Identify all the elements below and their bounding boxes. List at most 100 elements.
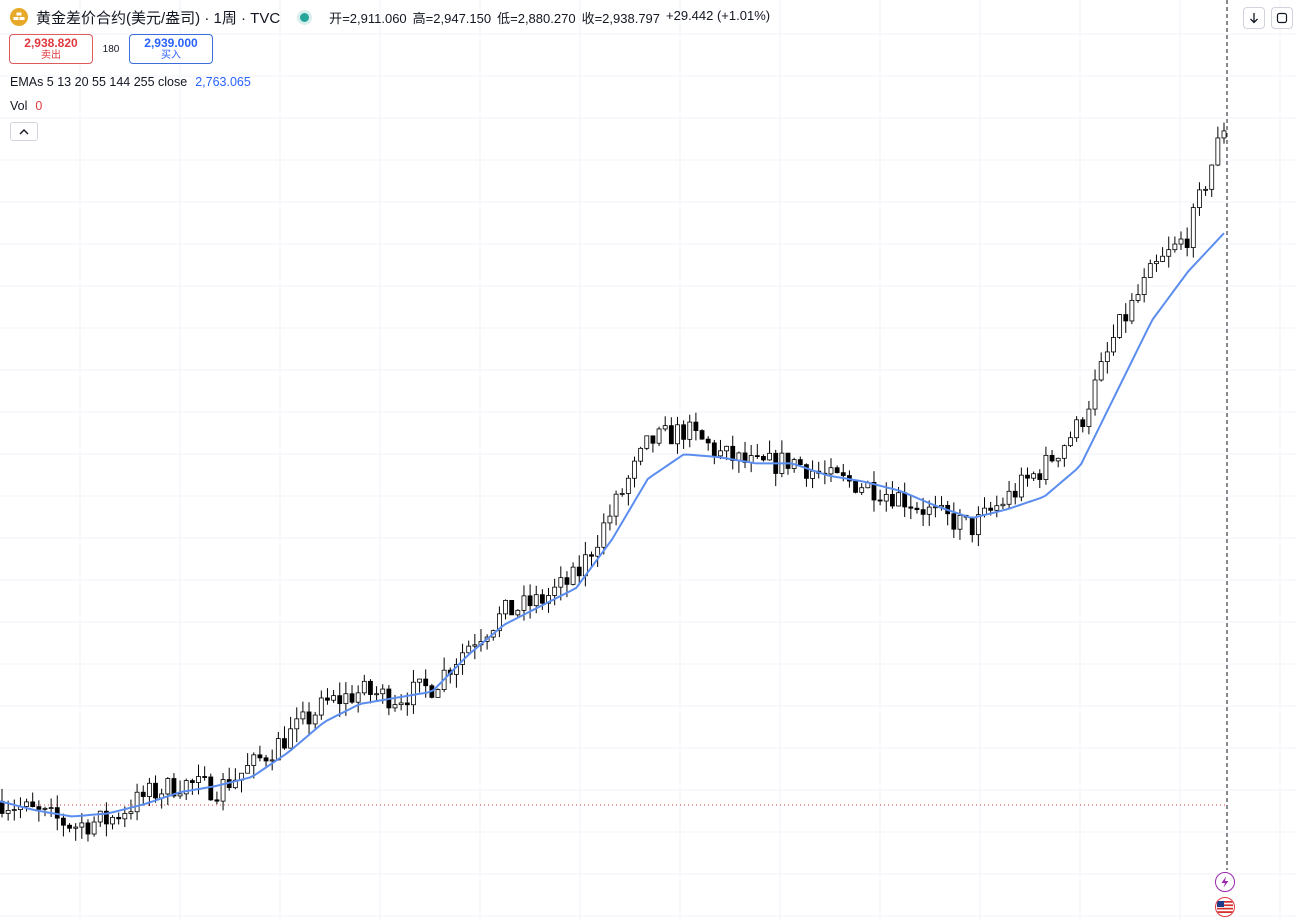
candle-body bbox=[67, 824, 72, 829]
candle-body bbox=[595, 546, 601, 557]
high-value: =2,947.150 bbox=[425, 10, 492, 26]
candle-body bbox=[951, 513, 957, 530]
ema-label: EMAs 5 13 20 55 144 255 close bbox=[10, 75, 188, 89]
market-status-dot bbox=[300, 12, 310, 22]
candle-body bbox=[392, 704, 398, 709]
economic-event-marker[interactable] bbox=[1215, 897, 1235, 917]
candle-body bbox=[355, 692, 361, 703]
ema-line bbox=[0, 232, 1225, 818]
candle-body bbox=[718, 450, 723, 457]
candle-body bbox=[48, 807, 54, 810]
candle-body bbox=[368, 680, 373, 695]
candle-body bbox=[85, 822, 91, 835]
collapse-legend-button[interactable] bbox=[10, 122, 38, 141]
candle-body bbox=[36, 806, 42, 810]
candle-body bbox=[632, 460, 637, 479]
candle-body bbox=[558, 577, 564, 588]
candle-body bbox=[515, 609, 521, 616]
candle-body bbox=[926, 506, 932, 515]
candle-body bbox=[687, 421, 693, 440]
buy-button[interactable]: 2,939.000 买入 bbox=[129, 34, 213, 64]
candle-body bbox=[435, 689, 441, 698]
low-value: =2,880.270 bbox=[510, 10, 576, 26]
chevron-up-icon bbox=[19, 128, 29, 134]
candle-body bbox=[411, 681, 416, 706]
candle-body bbox=[908, 506, 914, 509]
candle-body bbox=[1129, 299, 1135, 322]
candle-body bbox=[1055, 457, 1061, 462]
candle-body bbox=[754, 455, 760, 457]
candle-body bbox=[527, 595, 533, 607]
candle-body bbox=[177, 793, 183, 797]
candle-body bbox=[61, 817, 66, 826]
candle-body bbox=[859, 487, 865, 493]
candle-body bbox=[1215, 137, 1221, 166]
candle-body bbox=[331, 695, 336, 701]
candle-body bbox=[625, 477, 631, 494]
candle-body bbox=[91, 821, 97, 835]
candle-body bbox=[871, 481, 877, 501]
candle-body bbox=[1012, 490, 1018, 498]
candle-body bbox=[1043, 454, 1049, 480]
candle-body bbox=[785, 452, 791, 469]
candle-body bbox=[939, 504, 944, 508]
candle-body bbox=[496, 613, 502, 632]
candle-body bbox=[1123, 314, 1129, 322]
candle-body bbox=[122, 813, 128, 820]
us-flag-icon bbox=[1217, 901, 1233, 913]
spread-value: 180 bbox=[102, 43, 120, 55]
candle-body bbox=[619, 493, 625, 495]
candle-body bbox=[269, 759, 275, 762]
candle-body bbox=[1006, 490, 1012, 505]
candle-body bbox=[343, 693, 349, 705]
candle-body bbox=[699, 430, 705, 440]
sell-button[interactable]: 2,938.820 卖出 bbox=[9, 34, 93, 64]
candle-body bbox=[300, 711, 306, 720]
fullscreen-button[interactable] bbox=[1271, 7, 1293, 29]
scroll-to-latest-button[interactable] bbox=[1243, 7, 1265, 29]
candle-body bbox=[675, 424, 680, 445]
ema-legend[interactable]: EMAs 5 13 20 55 144 255 close 2,763.065 bbox=[10, 75, 251, 89]
candle-body bbox=[202, 776, 208, 778]
candle-body bbox=[1160, 255, 1165, 262]
candle-body bbox=[877, 499, 883, 502]
candle-body bbox=[914, 507, 920, 511]
candle-body bbox=[1104, 351, 1110, 363]
candle-body bbox=[1135, 294, 1141, 301]
candle-body bbox=[1111, 336, 1116, 353]
event-marker[interactable] bbox=[1215, 872, 1235, 892]
candle-body bbox=[1197, 189, 1202, 208]
candle-body bbox=[134, 791, 140, 813]
candle-body bbox=[797, 459, 803, 466]
candle-body bbox=[564, 577, 570, 585]
change-value: +29.442 (+1.01%) bbox=[666, 7, 771, 23]
candle-body bbox=[245, 765, 251, 774]
candle-body bbox=[1092, 379, 1098, 410]
volume-value: 0 bbox=[35, 99, 43, 113]
candle-body bbox=[1025, 474, 1030, 479]
candle-body bbox=[214, 799, 220, 802]
candle-body bbox=[1141, 277, 1147, 295]
volume-legend[interactable]: Vol 0 bbox=[10, 99, 42, 113]
candle-body bbox=[730, 445, 736, 461]
candle-body bbox=[613, 493, 619, 517]
candle-body bbox=[1018, 474, 1024, 498]
candle-body bbox=[509, 599, 515, 616]
fullscreen-icon bbox=[1276, 12, 1288, 24]
candle-body bbox=[103, 810, 109, 825]
candle-body bbox=[601, 522, 607, 548]
candle-body bbox=[325, 697, 330, 701]
candle-body bbox=[576, 566, 582, 577]
candle-body bbox=[1154, 261, 1159, 265]
candle-body bbox=[1166, 249, 1172, 257]
lightning-icon bbox=[1221, 876, 1229, 888]
candlestick-series bbox=[0, 122, 1227, 842]
candle-body bbox=[42, 807, 48, 810]
symbol-title[interactable]: 黄金差价合约(美元/盎司) · 1周 · TVC bbox=[36, 9, 281, 27]
candle-body bbox=[165, 778, 171, 795]
candle-body bbox=[539, 594, 545, 604]
candle-body bbox=[1074, 419, 1080, 439]
candle-body bbox=[920, 509, 926, 515]
gold-bars-icon[interactable] bbox=[10, 8, 28, 26]
